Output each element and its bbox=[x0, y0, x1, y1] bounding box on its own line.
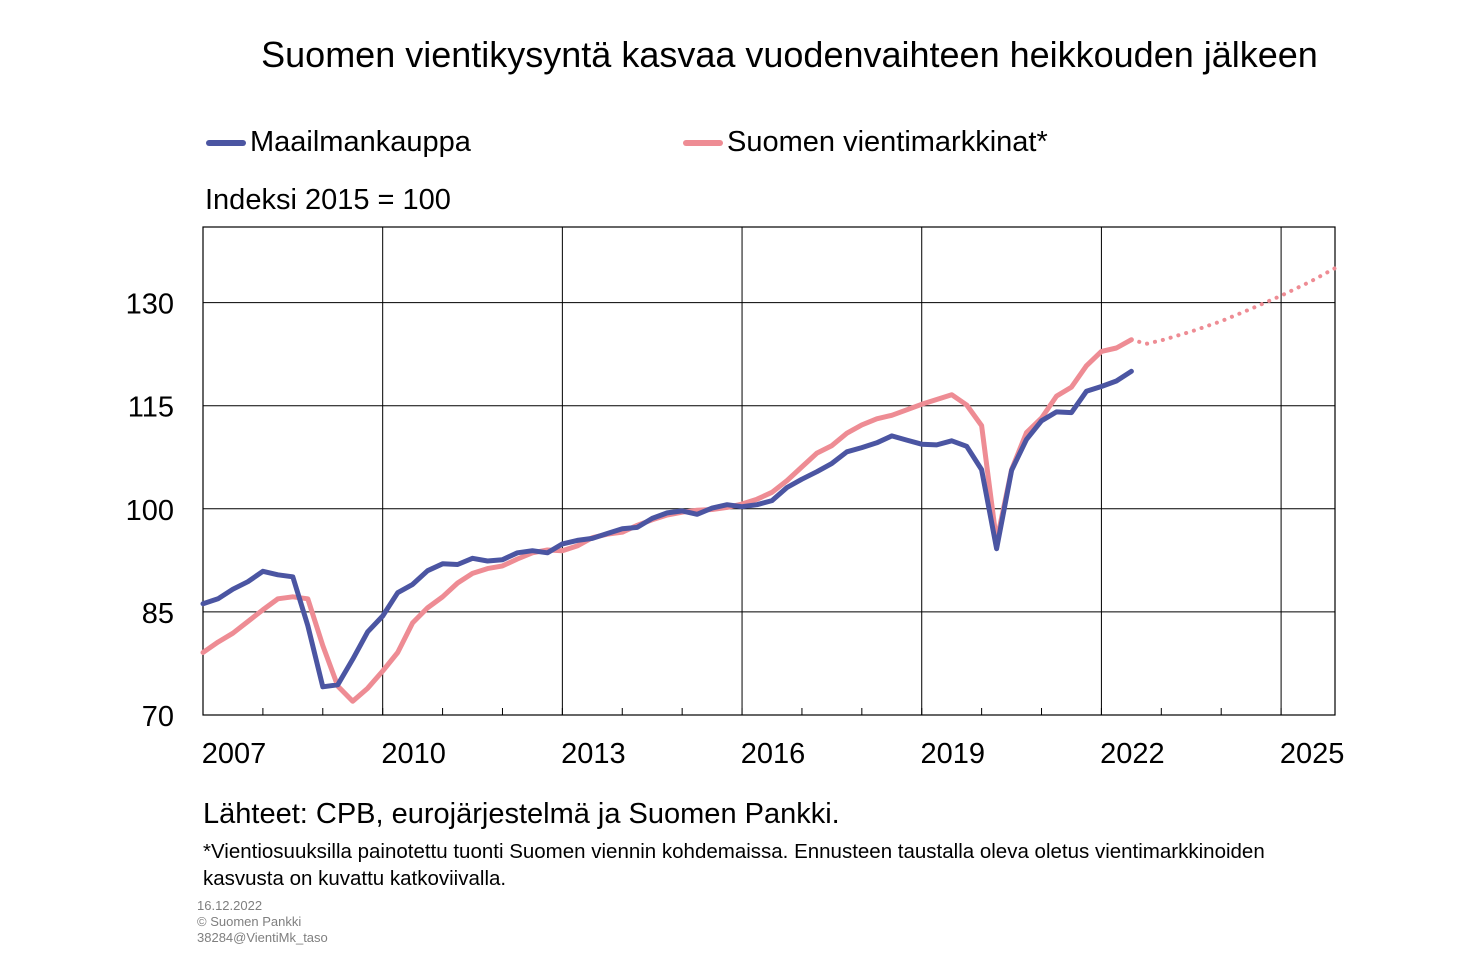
y-tick-label: 85 bbox=[142, 598, 174, 630]
y-tick-label: 100 bbox=[126, 495, 174, 527]
x-tick-label: 2013 bbox=[561, 738, 626, 770]
legend-label-maailmankauppa: Maailmankauppa bbox=[250, 126, 471, 158]
meta-date: 16.12.2022 bbox=[197, 898, 263, 913]
meta-copyright: © Suomen Pankki bbox=[197, 914, 302, 929]
y-tick-label: 70 bbox=[142, 701, 174, 733]
footnote-text: *Vientiosuuksilla painotettu tuonti Suom… bbox=[203, 840, 1265, 890]
meta-info: 16.12.2022 © Suomen Pankki 38284@VientiM… bbox=[197, 898, 328, 946]
y-tick-label: 130 bbox=[126, 289, 174, 321]
chart-title: Suomen vientikysyntä kasvaa vuodenvaihte… bbox=[261, 34, 1318, 75]
plot-frame bbox=[202, 226, 1336, 716]
meta-code: 38284@VientiMk_taso bbox=[197, 930, 328, 945]
legend-swatch-maailmankauppa bbox=[206, 140, 246, 146]
y-tick-label: 115 bbox=[128, 392, 174, 424]
source-text: Lähteet: CPB, eurojärjestelmä ja Suomen … bbox=[203, 798, 840, 830]
x-tick-label: 2025 bbox=[1280, 738, 1345, 770]
x-tick-label: 2022 bbox=[1100, 738, 1165, 770]
legend-label-vientimarkkinat: Suomen vientimarkkinat* bbox=[727, 126, 1048, 158]
y-axis-unit-label: Indeksi 2015 = 100 bbox=[205, 184, 451, 216]
x-tick-label: 2016 bbox=[741, 738, 806, 770]
x-tick-label: 2010 bbox=[381, 738, 446, 770]
x-tick-label: 2019 bbox=[920, 738, 985, 770]
legend-swatch-vientimarkkinat bbox=[683, 140, 723, 146]
series-line-maailmankauppa bbox=[200, 368, 1134, 690]
x-tick-label: 2007 bbox=[202, 738, 267, 770]
series-line-vientimarkkinat-forecast bbox=[1129, 266, 1337, 346]
